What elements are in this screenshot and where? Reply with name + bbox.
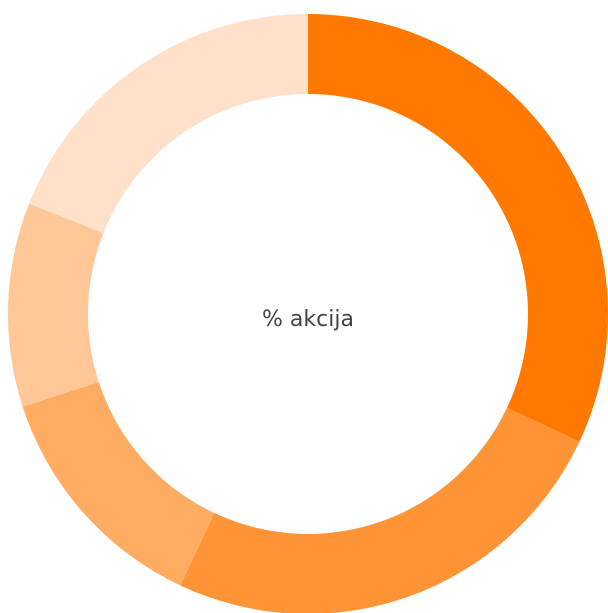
donut-segment (308, 14, 608, 442)
donut (7, 13, 608, 613)
donut-segment (7, 203, 104, 407)
donut-segment (180, 407, 580, 613)
donut-segment (29, 13, 309, 234)
center-label: % akcija (262, 307, 354, 332)
donut-segment (22, 381, 215, 586)
